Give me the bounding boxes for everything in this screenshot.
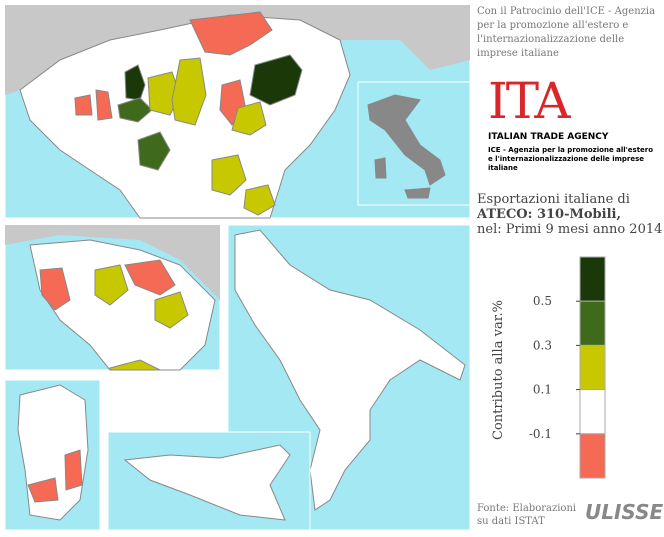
legend-tick-label: 0.1 [533, 383, 552, 397]
sicily [123, 444, 291, 521]
legend-tick-label: 0.5 [533, 294, 552, 308]
province [74, 94, 93, 116]
legend-band [579, 433, 606, 479]
foreign-land [5, 5, 470, 95]
province [171, 57, 207, 126]
legend: Contributo alla var.% 0.5 0.3 0.1 -0.1 [491, 256, 606, 479]
logo-name: ITALIAN TRADE AGENCY [488, 132, 609, 142]
province [124, 64, 146, 101]
center-panel [4, 224, 221, 371]
legend-tick-label: 0.3 [533, 338, 552, 352]
province [189, 11, 273, 56]
brand: ULISSE [585, 500, 664, 524]
foreign-land [5, 225, 220, 300]
map [4, 4, 470, 531]
province [95, 89, 113, 121]
legend-band [579, 344, 606, 391]
province [231, 101, 267, 136]
title-line: ATECO: 310-Mobili, [477, 207, 621, 222]
province [27, 477, 59, 503]
province [94, 264, 129, 306]
sicily-panel [107, 431, 311, 531]
legend-title: Contributo alla var.% [491, 300, 506, 440]
legend-band [579, 300, 606, 346]
south-italy [234, 229, 466, 511]
province [243, 184, 276, 216]
province [211, 154, 247, 196]
italy-outline [367, 94, 446, 186]
sardinia-outline [374, 157, 387, 179]
province [117, 97, 153, 123]
legend-band [579, 389, 606, 435]
title: Esportazioni italiane di ATECO: 310-Mobi… [477, 192, 662, 237]
title-line: nel: Primi 9 mesi anno 2014 [477, 222, 663, 237]
province [124, 259, 176, 296]
title-line: Esportazioni italiane di [477, 192, 630, 207]
legend-band [579, 256, 606, 302]
overview-panel [357, 81, 470, 206]
patronage: Con il Patrocinio dell'ICE - Agenzia per… [477, 6, 656, 59]
province [64, 449, 83, 491]
center-italy [29, 239, 216, 371]
province [154, 291, 189, 329]
legend-tick-label: -0.1 [529, 427, 552, 441]
province [249, 54, 303, 106]
province [137, 131, 171, 171]
sardinia-panel [4, 379, 101, 531]
logo-subtitle: ICE - Agenzia per la promozione all'este… [488, 146, 654, 172]
source: Fonte: Elaborazioni su dati ISTAT [477, 503, 577, 527]
province [109, 359, 161, 371]
logo-mark: ITA [488, 72, 570, 130]
sicily-outline [404, 187, 431, 199]
south-panel [227, 224, 470, 531]
province [39, 267, 71, 311]
